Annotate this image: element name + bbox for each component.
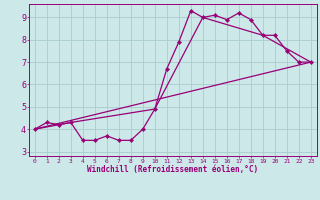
- X-axis label: Windchill (Refroidissement éolien,°C): Windchill (Refroidissement éolien,°C): [87, 165, 258, 174]
